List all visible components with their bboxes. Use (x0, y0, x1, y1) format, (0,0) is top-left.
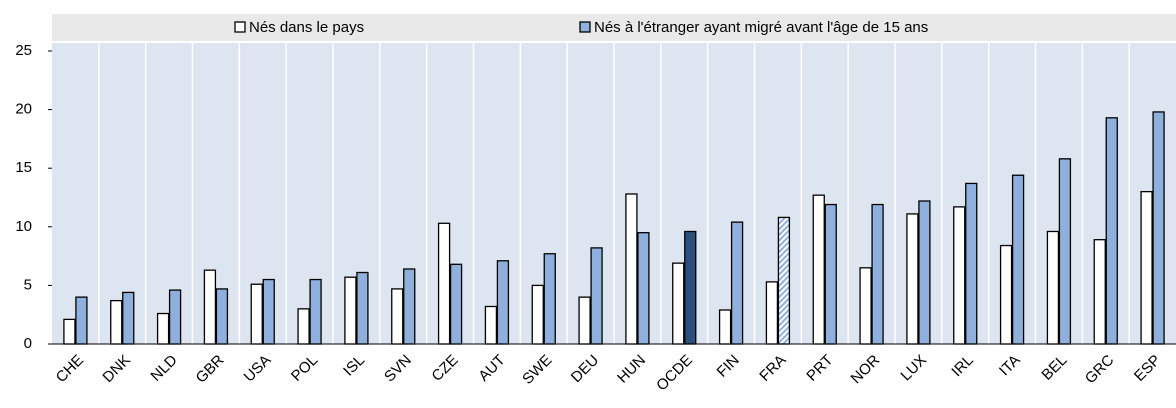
bar (730, 221, 744, 345)
bar (110, 299, 123, 345)
bar (168, 289, 182, 345)
x-tick-label: GRC (1082, 352, 1118, 388)
x-tick-label: GBR (193, 352, 228, 387)
bar (871, 203, 884, 345)
bar (953, 206, 966, 345)
bar (543, 253, 556, 345)
x-tick-label: SWE (519, 352, 555, 388)
x-tick-label: DNK (99, 352, 133, 386)
bar (356, 271, 369, 345)
x-tick-label: LUX (897, 352, 930, 385)
x-tick-label: OCDE (653, 352, 696, 395)
y-tick-label: 10 (15, 218, 32, 235)
bar (531, 284, 544, 345)
x-tick-label: FIN (714, 352, 743, 381)
bar (824, 203, 837, 345)
bar (250, 283, 263, 345)
bar (484, 305, 498, 345)
bar (625, 193, 638, 345)
bar (812, 194, 825, 345)
x-tick-label: ITA (996, 352, 1024, 380)
bar (63, 318, 76, 345)
x-tick-label: AUT (475, 352, 508, 385)
legend-label: Nés dans le pays (249, 19, 364, 36)
y-tick-label: 0 (24, 335, 32, 352)
bar (999, 244, 1013, 345)
bar (1011, 174, 1025, 345)
x-tick-label: POL (288, 352, 321, 385)
bar (297, 308, 310, 345)
y-tick-label: 20 (15, 101, 32, 118)
bar (309, 278, 322, 345)
y-tick-label: 15 (15, 159, 32, 176)
legend-swatch (579, 21, 591, 33)
bar (122, 291, 135, 345)
bar (684, 230, 697, 345)
bar (156, 312, 170, 345)
x-tick-label: FRA (756, 352, 789, 385)
bar (344, 276, 357, 345)
bar (859, 267, 872, 345)
bar (1105, 117, 1118, 345)
bar (1140, 190, 1153, 345)
x-tick-label: PRT (803, 352, 836, 385)
bar (918, 200, 931, 345)
bar (391, 288, 404, 345)
legend-swatch (234, 21, 246, 33)
bar (215, 288, 229, 345)
x-tick-label: NLD (147, 352, 180, 385)
bar (578, 296, 591, 345)
bar (637, 232, 650, 345)
y-tick-label: 5 (24, 276, 32, 293)
bar (906, 213, 919, 345)
bar (765, 281, 779, 345)
x-tick-label: HUN (614, 352, 649, 387)
bar (403, 268, 416, 345)
bar (590, 247, 603, 345)
bar (672, 262, 685, 345)
bar (1152, 111, 1165, 345)
bar (1046, 230, 1060, 345)
x-tick-label: USA (241, 352, 275, 386)
x-tick-label: ISL (340, 352, 368, 380)
bar (496, 260, 510, 345)
x-tick-label: CHE (53, 352, 87, 386)
x-tick-label: BEL (1038, 352, 1070, 384)
bar (449, 263, 463, 345)
x-tick-label: IRL (948, 352, 977, 381)
x-tick-label: ESP (1131, 352, 1164, 385)
x-tick-label: DEU (568, 352, 602, 386)
y-tick-label: 25 (15, 42, 32, 59)
bar (75, 296, 88, 345)
bar (262, 278, 275, 345)
x-tick-label: SVN (381, 352, 415, 386)
bar (1093, 239, 1106, 345)
x-tick-label: NOR (848, 352, 884, 388)
x-tick-label: CZE (428, 352, 461, 385)
bar (965, 182, 978, 345)
bar (437, 222, 451, 345)
bar (777, 216, 791, 345)
bar (718, 309, 732, 345)
bar (1058, 158, 1072, 345)
legend-label: Nés à l'étranger ayant migré avant l'âge… (594, 19, 928, 36)
bar (203, 269, 217, 345)
